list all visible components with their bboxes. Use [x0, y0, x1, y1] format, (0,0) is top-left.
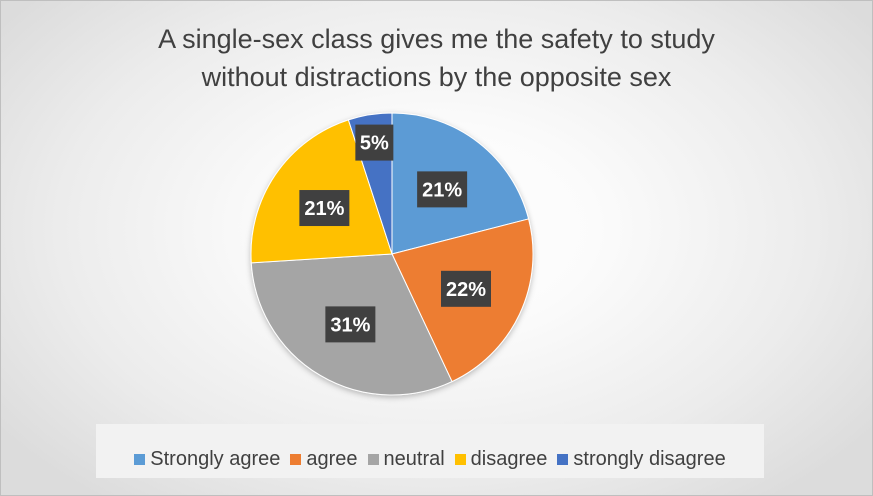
data-label-neutral: 31%	[325, 306, 376, 343]
chart-title-line-1: A single-sex class gives me the safety t…	[158, 24, 715, 54]
legend-item-strongly-disagree: strongly disagree	[557, 448, 726, 471]
legend-label: strongly disagree	[573, 448, 726, 470]
legend-background	[96, 424, 764, 478]
legend-swatch	[367, 454, 379, 465]
legend-swatch	[557, 454, 569, 465]
data-label-box	[355, 124, 394, 161]
legend-label: agree	[306, 448, 358, 470]
data-label-box	[325, 306, 376, 343]
data-label-text: 31%	[330, 314, 370, 336]
data-label-strongly-disagree: 5%	[355, 124, 394, 161]
data-label-box	[417, 171, 468, 208]
legend-item-strongly-agree: Strongly agree	[134, 448, 280, 471]
data-label-box	[299, 190, 350, 227]
legend-swatch	[454, 454, 466, 465]
data-label-agree: 22%	[440, 270, 491, 307]
data-label-disagree: 21%	[299, 190, 350, 227]
data-label-text: 21%	[304, 198, 344, 220]
legend: Strongly agree agree neutral disagree strong…	[96, 448, 764, 471]
data-label-text: 5%	[360, 133, 389, 155]
legend-swatch	[134, 454, 146, 465]
data-labels: 21% 22% 31% 21% 5%	[299, 124, 491, 343]
data-label-box	[440, 270, 491, 307]
legend-label: neutral	[383, 448, 445, 470]
data-label-text: 21%	[422, 179, 462, 201]
legend-item-neutral: neutral	[367, 448, 445, 471]
data-label-text: 22%	[446, 279, 486, 301]
legend-label: Strongly agree	[150, 448, 281, 470]
data-label-strongly-agree: 21%	[417, 171, 468, 208]
legend-item-agree: agree	[290, 448, 358, 471]
chart-title-line-2: without distractions by the opposite sex	[201, 62, 672, 92]
legend-swatch	[290, 454, 302, 465]
chart-title: A single-sex class gives me the safety t…	[90, 20, 783, 96]
legend-item-disagree: disagree	[454, 448, 548, 471]
legend-label: disagree	[470, 448, 548, 470]
